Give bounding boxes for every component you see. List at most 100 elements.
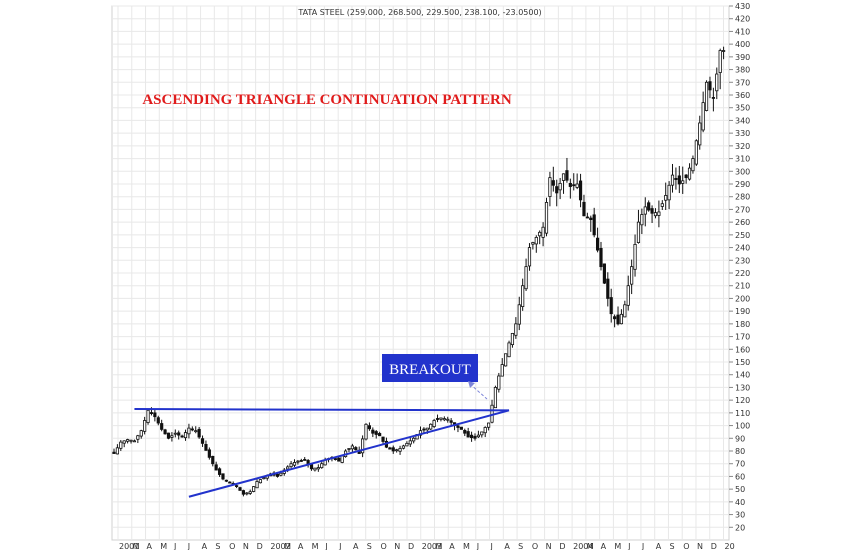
candle	[238, 486, 242, 491]
x-tick-label: M	[587, 542, 594, 550]
candle-body	[320, 463, 324, 469]
candle	[422, 427, 426, 434]
candle	[701, 91, 705, 133]
x-tick-label: J	[641, 542, 644, 550]
y-tick-label: 230	[735, 256, 750, 265]
candle	[255, 479, 259, 489]
y-tick-label: 170	[735, 333, 750, 342]
candle	[585, 212, 589, 219]
candle-body	[299, 460, 303, 462]
candle-body	[119, 441, 123, 449]
candle	[517, 296, 521, 331]
candle-body	[497, 375, 501, 390]
candle	[248, 489, 252, 495]
candle-body	[531, 242, 535, 245]
candle	[548, 171, 552, 207]
candle-body	[221, 473, 225, 480]
candle	[589, 215, 593, 232]
candle	[177, 430, 181, 440]
candle	[630, 259, 634, 295]
y-tick-label: 150	[735, 358, 750, 367]
candle	[531, 241, 535, 250]
y-tick-label: 420	[735, 15, 750, 24]
candle	[538, 230, 542, 245]
x-tick-label: M	[436, 542, 443, 550]
candle	[442, 416, 446, 422]
candle	[653, 208, 658, 219]
candle	[602, 263, 606, 285]
candle	[647, 200, 651, 212]
candle	[132, 439, 137, 443]
candle-body	[204, 443, 208, 451]
candle-body	[544, 202, 549, 234]
candle-body	[715, 73, 719, 92]
candle-body	[398, 448, 402, 452]
candle-body	[548, 177, 552, 197]
candle-body	[235, 485, 239, 488]
candle	[575, 173, 579, 190]
y-tick-label: 360	[735, 91, 750, 100]
candle	[194, 426, 198, 434]
candle-body	[541, 226, 545, 238]
candle-body	[698, 122, 702, 146]
candle-body	[674, 178, 678, 180]
candle-body	[517, 304, 521, 325]
x-tick-label: 2001	[119, 542, 139, 550]
candle	[626, 275, 630, 311]
candle	[704, 80, 709, 112]
candle-body	[524, 266, 528, 290]
y-tick-label: 160	[735, 345, 750, 354]
candle	[670, 163, 675, 193]
candle	[361, 435, 365, 458]
candle	[480, 431, 484, 438]
x-tick-label: J	[324, 542, 327, 550]
candle	[497, 372, 501, 393]
y-tick-label: 60	[735, 472, 745, 481]
candle	[681, 166, 685, 194]
ohlc-header: TATA STEEL (259.000, 268.500, 229.500, 2…	[297, 8, 541, 17]
candle	[606, 272, 610, 307]
candle	[347, 448, 351, 453]
candle	[432, 418, 436, 429]
candle	[211, 455, 215, 467]
x-tick-label: N	[697, 542, 703, 550]
candle	[180, 434, 184, 438]
y-tick-label: 280	[735, 193, 750, 202]
candle-body	[337, 457, 341, 462]
candle-body	[180, 435, 184, 438]
candle	[698, 115, 702, 150]
candle-body	[722, 50, 726, 52]
candle	[613, 314, 617, 328]
candle	[664, 182, 668, 210]
y-tick-label: 330	[735, 129, 750, 138]
candle-body	[701, 102, 705, 131]
candle	[551, 166, 555, 192]
candle-body	[163, 429, 167, 435]
y-tick-label: 250	[735, 231, 750, 240]
candle	[126, 438, 130, 444]
y-tick-label: 350	[735, 104, 750, 113]
candle	[292, 459, 297, 467]
candle	[367, 422, 372, 431]
horizontal-grid	[112, 5, 729, 528]
candle	[466, 427, 470, 438]
candle-body	[126, 439, 130, 442]
x-tick-label: M	[463, 542, 470, 550]
x-tick-label: 2004	[573, 542, 593, 550]
candle-body	[660, 203, 664, 207]
candle	[228, 481, 232, 484]
candle-body	[480, 431, 484, 436]
candle	[245, 492, 249, 496]
candle-body	[493, 387, 498, 409]
candle	[718, 48, 722, 90]
candle-body	[582, 201, 586, 217]
x-tick-label: N	[546, 542, 552, 550]
candle	[405, 441, 409, 447]
candle	[429, 423, 433, 430]
candle	[449, 418, 453, 426]
candle-body	[483, 427, 487, 434]
x-tick-label: A	[656, 542, 662, 550]
candle	[687, 163, 692, 181]
candle-body	[439, 417, 443, 420]
x-tick-label: N	[394, 542, 400, 550]
